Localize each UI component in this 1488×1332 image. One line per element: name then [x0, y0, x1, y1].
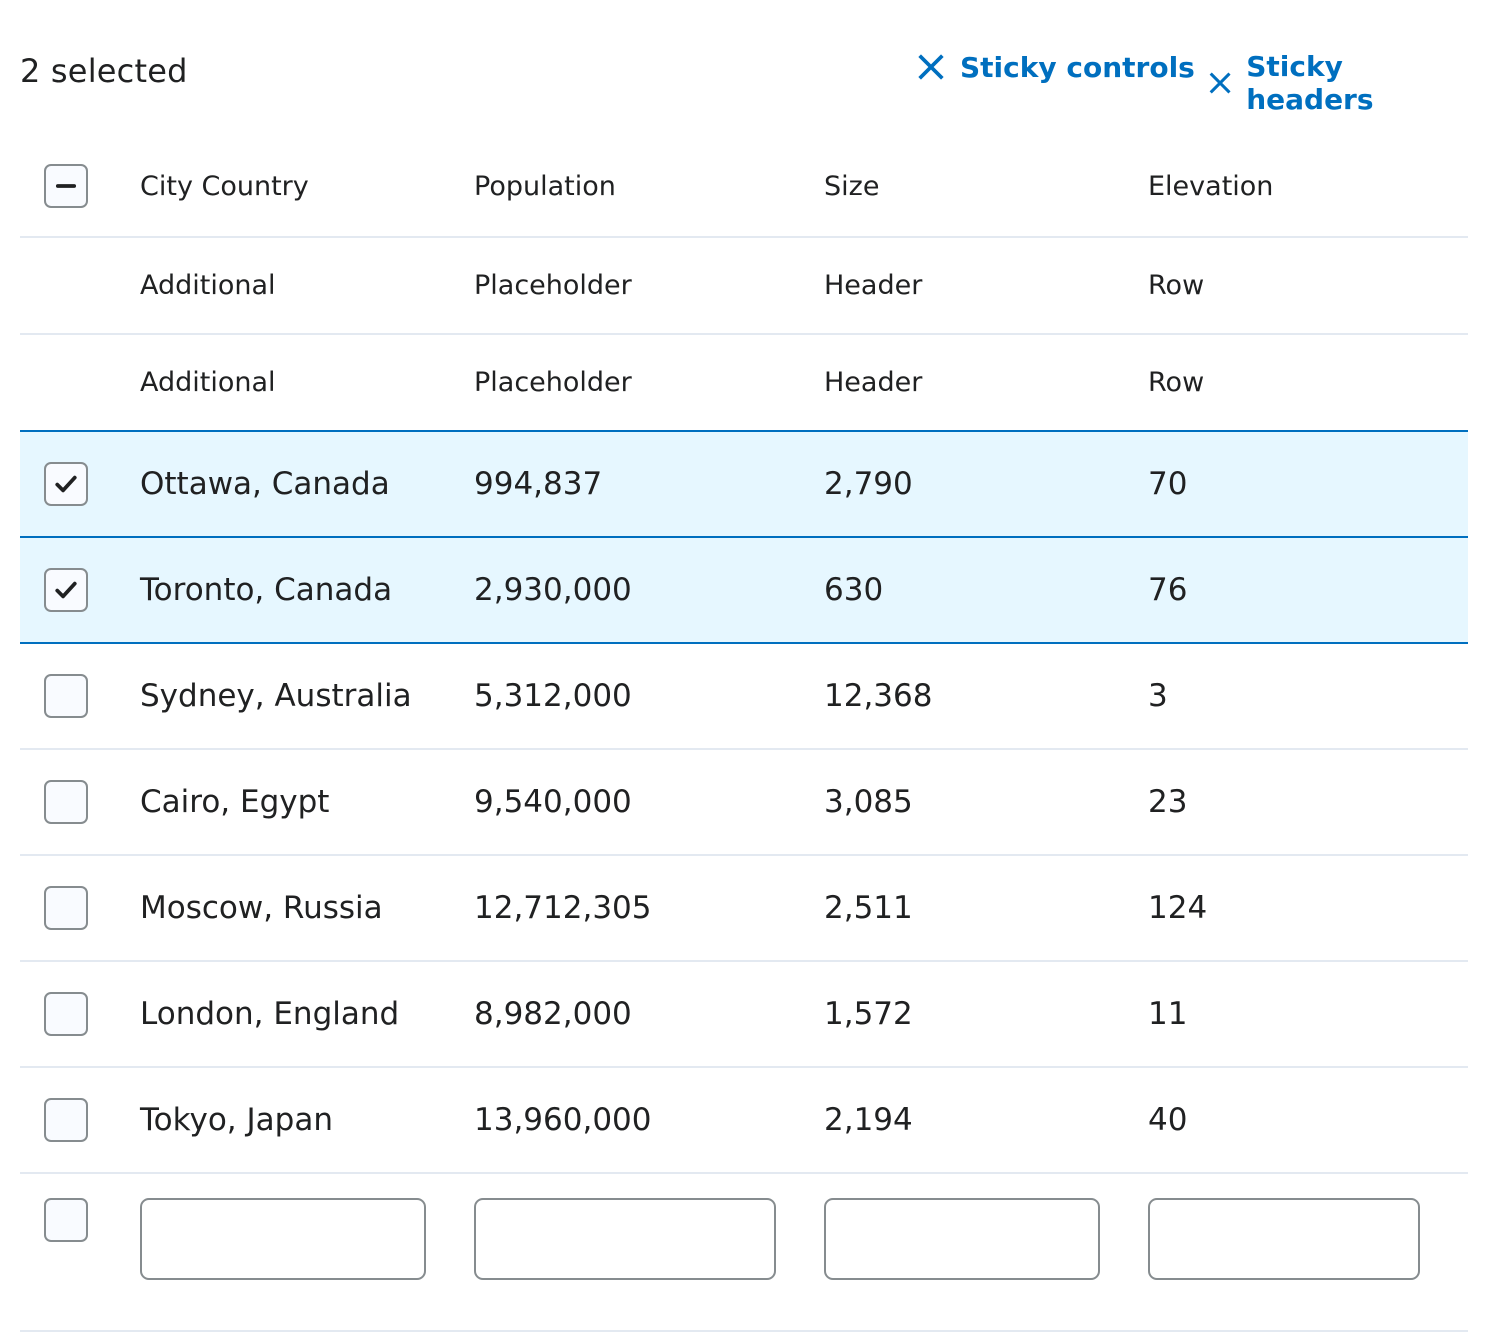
cell-elevation: 3 [1148, 643, 1468, 750]
table-cell: Row [1148, 334, 1468, 432]
table-cell: Additional [140, 334, 474, 432]
table-row[interactable]: Sydney, Australia 5,312,000 12,368 3 [20, 643, 1468, 750]
cell-size: 630 [824, 537, 1148, 644]
size-input[interactable] [824, 1198, 1100, 1280]
column-header-population[interactable]: Population [474, 136, 824, 238]
header-row: City Country Population Size Elevation [20, 136, 1468, 238]
row-checkbox[interactable] [44, 462, 88, 506]
cell-size: 12,368 [824, 643, 1148, 750]
table-row[interactable]: Toronto, Canada 2,930,000 630 76 [20, 537, 1468, 644]
cell-size: 1,572 [824, 961, 1148, 1068]
placeholder-header-row: Additional Placeholder Header Row [20, 237, 1468, 335]
cell-elevation: 76 [1148, 537, 1468, 644]
cell-population: 9,540,000 [474, 749, 824, 856]
cell-population: 13,960,000 [474, 1067, 824, 1174]
cell-population: 12,712,305 [474, 855, 824, 962]
city-country-input[interactable] [140, 1198, 426, 1280]
cell-elevation: 124 [1148, 855, 1468, 962]
cell-population: 8,982,000 [474, 961, 824, 1068]
table-row[interactable]: London, England 8,982,000 1,572 11 [20, 961, 1468, 1068]
cell-size: 3,085 [824, 749, 1148, 856]
column-header-elevation[interactable]: Elevation [1148, 136, 1468, 238]
cell-elevation: 40 [1148, 1067, 1468, 1174]
sticky-controls-toggle[interactable]: Sticky controls [914, 50, 1195, 84]
table-row[interactable]: Cairo, Egypt 9,540,000 3,085 23 [20, 749, 1468, 856]
column-header-size[interactable]: Size [824, 136, 1148, 238]
sticky-headers-label: Sticky headers [1246, 50, 1374, 116]
indeterminate-icon [55, 184, 77, 188]
row-checkbox[interactable] [44, 568, 88, 612]
table-cell: Placeholder [474, 334, 824, 432]
cell-population: 994,837 [474, 431, 824, 538]
cell-city-country: Sydney, Australia [140, 643, 474, 750]
cell-elevation: 11 [1148, 961, 1468, 1068]
table-cell: Header [824, 334, 1148, 432]
selection-count: 2 selected [20, 52, 188, 90]
cell-city-country: Moscow, Russia [140, 855, 474, 962]
population-input[interactable] [474, 1198, 776, 1280]
row-checkbox[interactable] [44, 674, 88, 718]
close-icon [1209, 72, 1231, 94]
row-checkbox[interactable] [44, 780, 88, 824]
checkmark-icon [55, 581, 77, 599]
cell-city-country: Toronto, Canada [140, 537, 474, 644]
table-row[interactable]: Tokyo, Japan 13,960,000 2,194 40 [20, 1067, 1468, 1174]
cell-city-country: Cairo, Egypt [140, 749, 474, 856]
cell-population: 2,930,000 [474, 537, 824, 644]
checkmark-icon [55, 475, 77, 493]
row-checkbox[interactable] [44, 1098, 88, 1142]
cell-elevation: 23 [1148, 749, 1468, 856]
table-row[interactable]: Moscow, Russia 12,712,305 2,511 124 [20, 855, 1468, 962]
select-all-checkbox[interactable] [44, 164, 88, 208]
sticky-headers-toggle[interactable]: Sticky headers [1206, 50, 1440, 116]
close-icon [918, 54, 944, 80]
cell-elevation: 70 [1148, 431, 1468, 538]
table-cell: Additional [140, 237, 474, 335]
placeholder-header-row: Additional Placeholder Header Row [20, 334, 1468, 432]
cell-size: 2,790 [824, 431, 1148, 538]
cell-population: 5,312,000 [474, 643, 824, 750]
column-header-city-country[interactable]: City Country [140, 136, 474, 238]
elevation-input[interactable] [1148, 1198, 1420, 1280]
row-checkbox[interactable] [44, 886, 88, 930]
data-table: City Country Population Size Elevation A… [20, 136, 1468, 1332]
table-row[interactable]: Ottawa, Canada 994,837 2,790 70 [20, 431, 1468, 538]
row-checkbox[interactable] [44, 992, 88, 1036]
sticky-controls-label: Sticky controls [960, 50, 1195, 84]
cell-city-country: Tokyo, Japan [140, 1067, 474, 1174]
row-checkbox[interactable] [44, 1198, 88, 1242]
table-cell: Header [824, 237, 1148, 335]
table-controls: 2 selected Sticky controls Sticky header… [20, 44, 1440, 116]
table-cell: Row [1148, 237, 1468, 335]
cell-size: 2,194 [824, 1067, 1148, 1174]
table-cell: Placeholder [474, 237, 824, 335]
cell-city-country: Ottawa, Canada [140, 431, 474, 538]
cell-size: 2,511 [824, 855, 1148, 962]
new-row-inputs [20, 1173, 1468, 1332]
cell-city-country: London, England [140, 961, 474, 1068]
